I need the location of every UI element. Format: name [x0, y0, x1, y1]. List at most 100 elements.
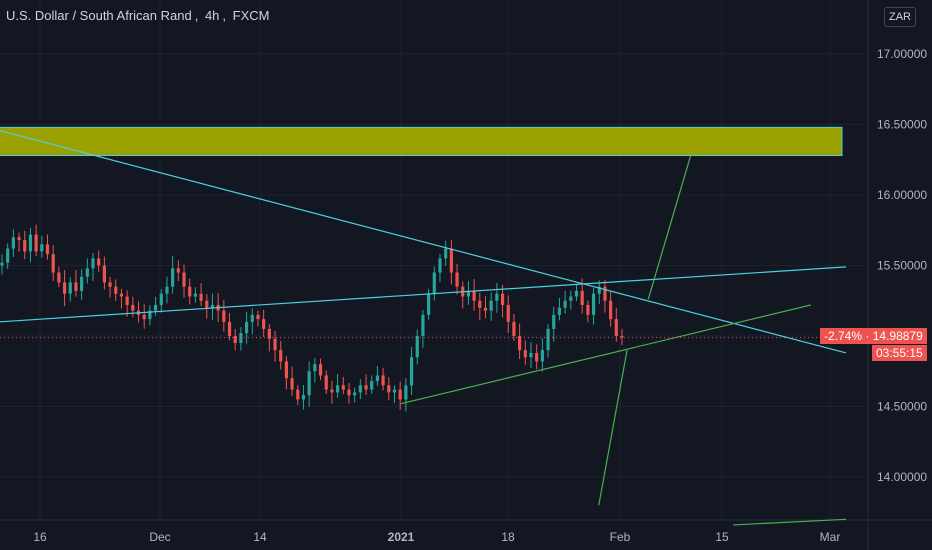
candle-body [119, 293, 124, 297]
candle-body [591, 293, 596, 315]
candle-body [80, 276, 84, 291]
candle-body [478, 300, 482, 308]
candle-body [62, 282, 67, 294]
candle-body [11, 237, 15, 249]
x-tick-label: 16 [33, 530, 47, 544]
candle-body [40, 244, 44, 252]
candle-body [250, 314, 254, 322]
candle-body [114, 286, 118, 294]
candle-body [421, 314, 425, 336]
candle-body [341, 385, 345, 390]
candle-body [358, 385, 362, 393]
candle-body [614, 319, 618, 336]
candle-body [409, 357, 414, 386]
currency-button[interactable]: ZAR [884, 7, 916, 27]
candle-body [489, 300, 493, 311]
trendline-green[interactable] [733, 518, 847, 526]
candle-body [6, 248, 10, 263]
candle-body [125, 296, 129, 305]
candle-body [153, 304, 158, 311]
candle-body [28, 234, 33, 252]
chart-title: U.S. Dollar / South African Rand, 4h, FX… [6, 8, 270, 23]
trendline-green[interactable] [400, 304, 811, 405]
candle-body [210, 304, 215, 308]
candle-body [182, 272, 186, 287]
candle-body [102, 265, 106, 283]
candle-body [131, 304, 135, 311]
candle-body [466, 290, 471, 297]
candle-body [529, 352, 533, 358]
candle-body [85, 268, 89, 277]
x-tick-label: 2021 [388, 530, 415, 544]
candle-body [415, 336, 419, 358]
candle-body [290, 378, 294, 390]
candle-body [438, 258, 442, 273]
y-tick-label: 15.50000 [877, 259, 927, 273]
candle-body [580, 290, 584, 305]
trendline-green[interactable] [647, 155, 692, 300]
candle-body [193, 293, 197, 297]
y-tick-label: 16.50000 [877, 118, 927, 132]
y-tick-label: 17.00000 [877, 47, 927, 61]
candle-body [404, 385, 408, 400]
candle-body [188, 286, 192, 297]
candle-body [535, 352, 539, 362]
candle-body [609, 300, 613, 320]
candle-body [301, 395, 306, 400]
candle-body [392, 389, 397, 393]
candle-body [148, 310, 152, 320]
candle-body [557, 307, 562, 315]
bar-countdown-badge: 03:55:15 [872, 345, 927, 361]
price-change-badge: -2.74% · 14.98879 [820, 328, 927, 344]
resistance-zone[interactable] [0, 126, 843, 157]
candle-body [313, 364, 317, 372]
candle-body [23, 240, 27, 252]
trendline-cyan[interactable] [0, 129, 847, 354]
candle-body [91, 258, 95, 269]
candle-body [603, 286, 607, 301]
candle-body [444, 248, 448, 259]
candle-body [512, 321, 516, 336]
y-tick-label: 16.00000 [877, 188, 927, 202]
candle-body [353, 392, 357, 396]
symbol-name: U.S. Dollar / South African Rand [6, 8, 192, 23]
candle-body [165, 286, 169, 294]
candle-body [427, 293, 431, 315]
candle-body [455, 272, 459, 287]
candle-body [432, 272, 436, 294]
candle-body [17, 237, 21, 241]
candle-body [142, 314, 146, 320]
candle-body [335, 385, 340, 393]
x-tick-label: Dec [149, 530, 170, 544]
x-tick-label: Feb [610, 530, 631, 544]
candle-body [0, 262, 4, 266]
candle-body [233, 336, 237, 344]
candle-body [171, 268, 175, 287]
exchange-label: FXCM [232, 8, 270, 23]
candle-body [273, 338, 277, 351]
candle-body [199, 293, 203, 301]
candle-body [381, 375, 385, 386]
trendline-cyan[interactable] [0, 266, 847, 323]
candle-body [307, 371, 311, 396]
candle-body [472, 290, 476, 301]
trendline-green[interactable] [598, 349, 628, 506]
candle-body [347, 389, 351, 396]
candle-body [45, 244, 50, 255]
candle-body [330, 389, 334, 393]
candle-body [222, 310, 226, 322]
candle-body [267, 328, 271, 339]
candle-body [318, 364, 323, 376]
candle-body [97, 258, 101, 266]
candle-body [574, 290, 579, 297]
candle-body [239, 333, 243, 344]
candle-body [597, 286, 601, 294]
candle-body [74, 282, 78, 291]
candle-body [375, 375, 380, 382]
candle-body [262, 319, 266, 329]
candle-body [506, 304, 510, 322]
interval-label: 4h [204, 8, 220, 23]
candle-body [586, 304, 590, 315]
